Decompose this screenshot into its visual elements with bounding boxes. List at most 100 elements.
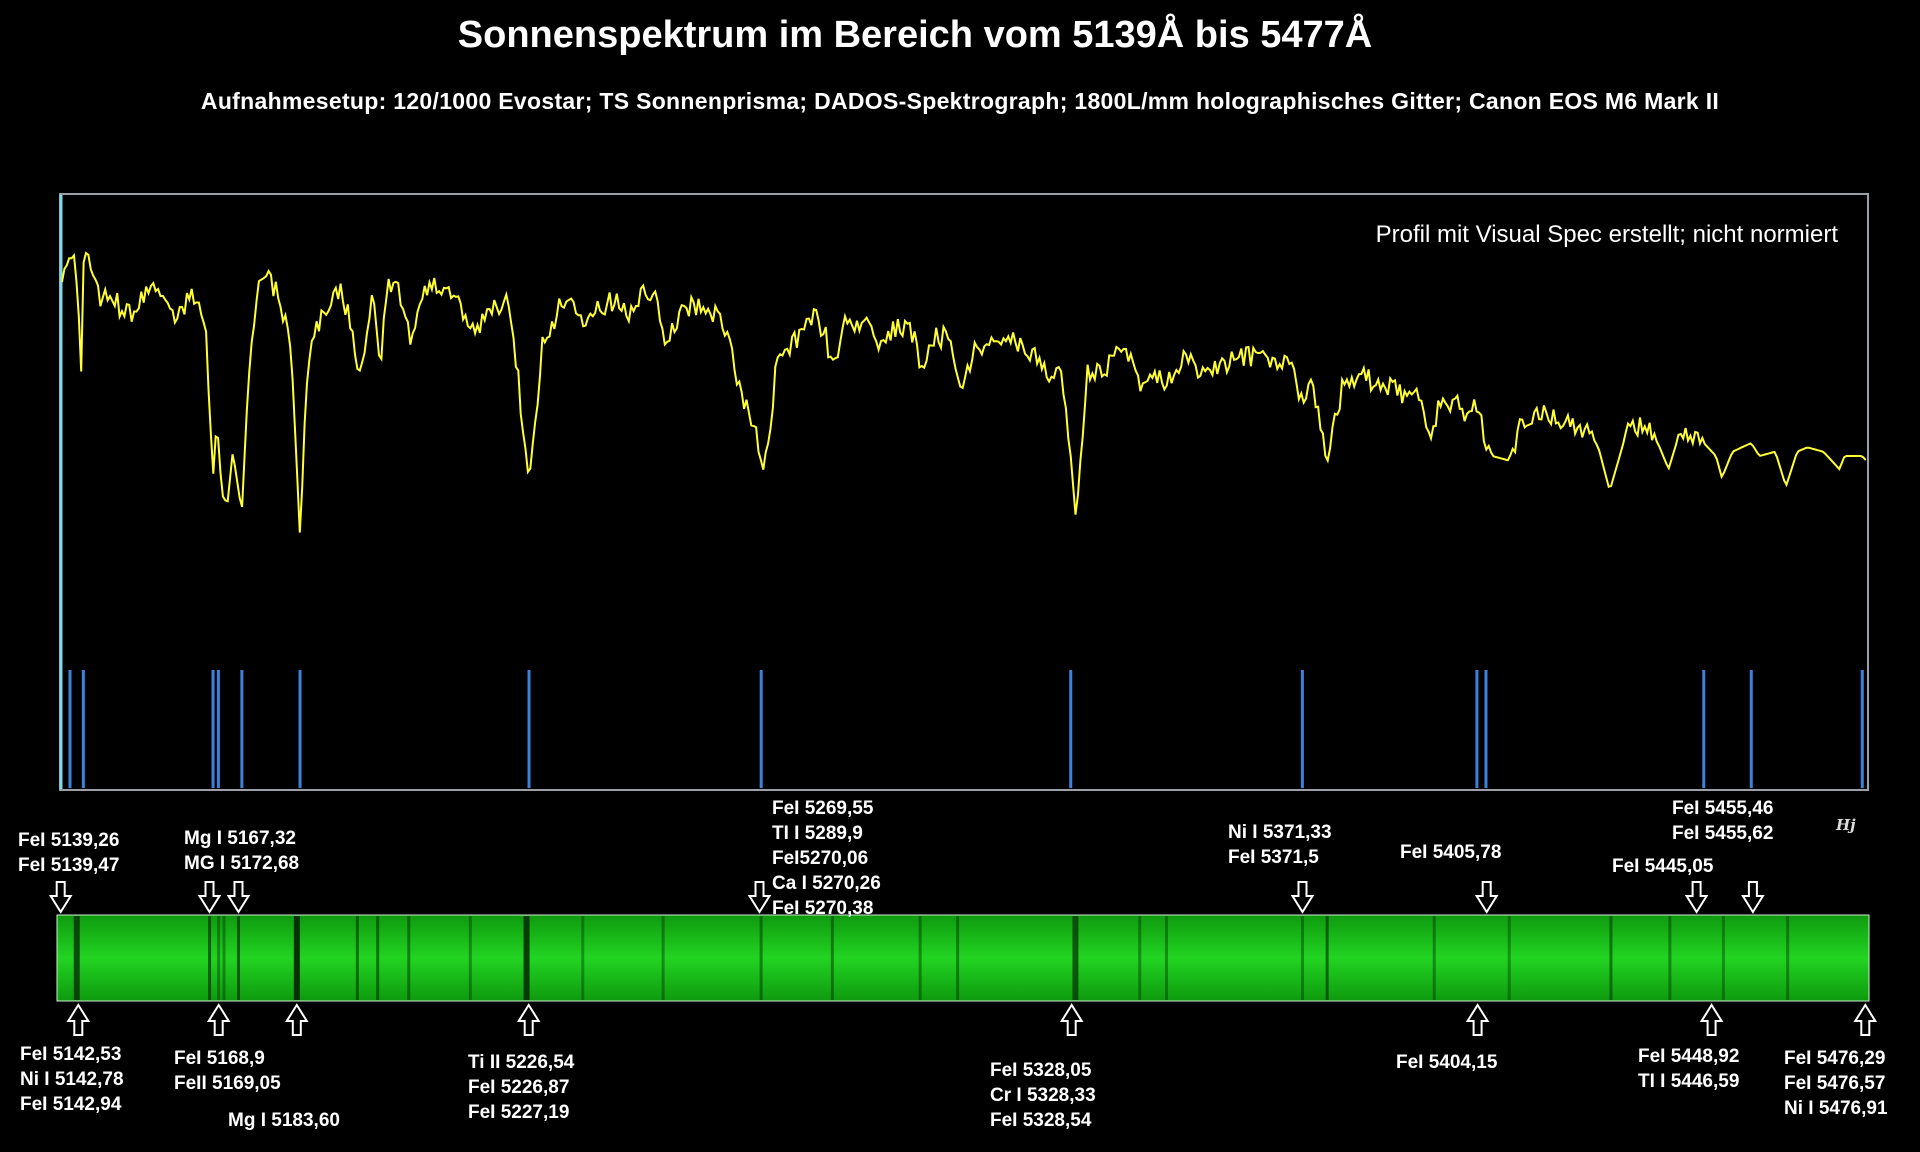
upper_labels-label: FeI 5405,78 [1400,840,1501,865]
arrow-down [747,881,772,914]
arrow-up [1853,1003,1878,1036]
strip-absorption-line [293,916,300,1000]
line-id-text: MG I 5172,68 [184,853,300,874]
arrow-up [1699,1003,1724,1036]
line-arrows [48,881,1878,1036]
strip-absorption-line [1325,916,1329,1000]
profile-annotation: Profil mit Visual Spec erstellt; nicht n… [1376,221,1839,248]
line-id-text: FeI 5445,05 [1612,856,1714,877]
line-id-text: FeI 5139,26 [18,830,120,851]
strip-absorption-line [1432,916,1436,1000]
line-id-text: FeI 5142,53 [20,1044,122,1065]
strip-absorption-line [208,916,212,1000]
lower_labels-label: FeI 5448,92 TI I 5446,59 [1638,1044,1739,1094]
spectrum-strip [56,914,1870,1002]
arrow-down [1290,881,1315,914]
arrow-up [1059,1003,1084,1036]
chart-title: Sonnenspektrum im Bereich vom 5139Å bis … [457,14,1373,56]
line-id-text: FeI 5476,57 [1784,1073,1886,1094]
line-id-text: FeI 5328,05 [990,1060,1092,1081]
line-id-text: FeI 5270,38 [772,898,874,919]
upper_labels-label: FeI 5455,46 FeI 5455,62 [1672,796,1773,846]
strip-absorption-line [1072,916,1079,1000]
strip-absorption-line [1507,916,1511,1000]
upper_labels-label: FeI 5139,26 FeI 5139,47 [18,828,119,878]
arrow-up [66,1003,91,1036]
line-id-text: FeI 5476,29 [1784,1048,1886,1069]
strip-absorption-line [1721,916,1725,1000]
strip-absorption-line [376,916,380,1000]
line-id-text: TI I 5289,9 [772,823,863,844]
strip-absorption-line [830,916,834,1000]
line-id-text: FeI 5404,15 [1396,1052,1498,1073]
strip-absorption-line [1786,916,1790,1000]
line-id-text: TI I 5446,59 [1638,1071,1740,1092]
line-id-text: FeI5270,06 [772,848,869,869]
line-id-text: Mg I 5167,32 [184,828,296,849]
arrow-down [226,881,251,914]
line-id-text: FeI 5227,19 [468,1102,570,1123]
line-id-text: FeI 5448,92 [1638,1046,1740,1067]
line-id-text: Ni I 5371,33 [1228,822,1332,843]
line-id-text: FeI 5405,78 [1400,842,1502,863]
line-id-text: FeI 5139,47 [18,855,120,876]
lower_labels-label: FeI 5168,9 FeII 5169,05 [174,1046,281,1096]
lower_labels-label: FeI 5142,53 Ni I 5142,78 FeI 5142,94 [20,1042,124,1117]
strip-absorption-line [759,916,763,1000]
strip-absorption-lines [73,916,1790,1000]
arrow-up [284,1003,309,1036]
arrow-down [1474,881,1499,914]
line-id-text: FeI 5226,87 [468,1077,570,1098]
line-id-text: FeI 5269,55 [772,798,874,819]
line-id-text: FeI 5455,62 [1672,823,1774,844]
strip-absorption-line [222,916,226,1000]
line-id-text: FeI 5455,46 [1672,798,1774,819]
signature-mark: Hj [1836,816,1856,834]
arrow-up [1465,1003,1490,1036]
strip-absorption-line [661,916,665,1000]
strip-absorption-line [918,916,922,1000]
strip-absorption-line [73,916,80,1000]
upper_labels-label: Ni I 5371,33 FeI 5371,5 [1228,820,1332,870]
line-markers [68,670,1864,788]
strip-absorption-line [468,916,472,1000]
line-id-text: Ni I 5476,91 [1784,1098,1888,1119]
lower_labels-label: FeI 5476,29 FeI 5476,57 Ni I 5476,91 [1784,1046,1888,1121]
arrow-up [516,1003,541,1036]
chart-subtitle: Aufnahmesetup: 120/1000 Evostar; TS Sonn… [200,88,1720,114]
line-id-text: FeI 5371,5 [1228,847,1319,868]
line-id-text: Ca I 5270,26 [772,873,881,894]
plot-frame [59,193,1869,791]
strip-absorption-line [355,916,359,1000]
strip-absorption-line [523,916,530,1000]
line-id-text: FeI 5142,94 [20,1094,122,1115]
strip-absorption-line [1301,916,1305,1000]
arrow-down [1741,881,1765,914]
strip-absorption-line [1138,916,1142,1000]
lower_labels-label: Ti II 5226,54 FeI 5226,87 FeI 5227,19 [468,1050,574,1125]
line-id-text: FeII 5169,05 [174,1073,281,1094]
strip-absorption-line [1668,916,1672,1000]
strip-absorption-line [217,916,221,1000]
line-id-text: Mg I 5183,60 [228,1110,340,1131]
strip-absorption-line [956,916,960,1000]
arrow-down [1684,881,1709,914]
line-id-text: FeI 5168,9 [174,1048,265,1069]
strip-absorption-line [407,916,411,1000]
line-id-text: Ti II 5226,54 [468,1052,575,1073]
lower_labels-label: FeI 5404,15 [1396,1050,1497,1075]
line-id-text: Cr I 5328,33 [990,1085,1096,1106]
arrow-up [206,1003,231,1036]
strip-absorption-line [581,916,585,1000]
strip-absorption-line [1609,916,1613,1000]
upper_labels-label: FeI 5445,05 [1612,854,1713,879]
line-id-text: Ni I 5142,78 [20,1069,124,1090]
lower_labels-label: FeI 5328,05 Cr I 5328,33 FeI 5328,54 [990,1058,1096,1133]
arrow-down [48,881,73,914]
strip-absorption-line [236,916,240,1000]
spectrum-profile-line [61,251,1867,533]
line-id-text: FeI 5328,54 [990,1110,1092,1131]
strip-absorption-line [1164,916,1168,1000]
upper_labels-label: Mg I 5167,32 MG I 5172,68 [184,826,299,876]
